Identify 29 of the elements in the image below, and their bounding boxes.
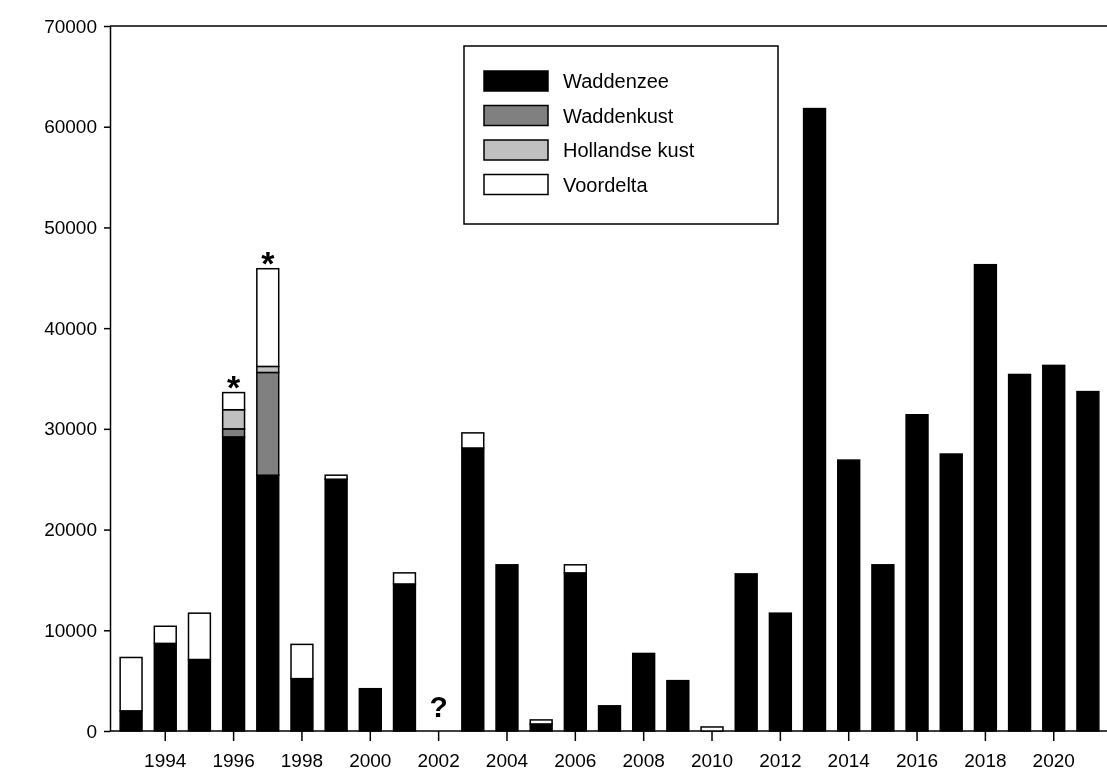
x-tick-label: 2012 xyxy=(759,750,802,771)
x-tick-label: 2002 xyxy=(417,750,460,771)
annotation: * xyxy=(261,243,276,282)
y-tick-label: 20000 xyxy=(44,519,97,541)
legend-label: Waddenzee xyxy=(563,70,669,92)
legend-label: Waddenkust xyxy=(563,104,674,127)
annotation: ? xyxy=(429,690,448,723)
x-tick-label: 1998 xyxy=(280,750,324,771)
y-tick-label: 50000 xyxy=(44,217,97,239)
y-tick-label: 40000 xyxy=(44,317,97,339)
y-tick-label: 60000 xyxy=(44,116,97,138)
x-tick-label: 2000 xyxy=(349,750,392,771)
x-tick-label: 1994 xyxy=(144,750,187,771)
x-tick-label: 2010 xyxy=(690,750,734,771)
x-tick-label: 1996 xyxy=(212,750,255,771)
y-tick-label: 10000 xyxy=(44,619,97,641)
x-tick-label: 2018 xyxy=(964,750,1007,771)
x-tick-label: 2016 xyxy=(895,750,939,771)
x-tick-label: 2004 xyxy=(485,750,529,771)
x-tick-label: 2006 xyxy=(554,750,597,771)
legend-label: Voordelta xyxy=(563,173,649,196)
x-tick-label: 2008 xyxy=(622,750,665,771)
y-tick-label: 0 xyxy=(86,720,97,742)
y-tick-label: 70000 xyxy=(44,15,97,37)
annotation: * xyxy=(226,367,241,406)
legend-label: Hollandse kust xyxy=(563,139,695,161)
x-tick-label: 2020 xyxy=(1032,750,1075,771)
y-tick-label: 30000 xyxy=(44,418,97,440)
x-tick-label: 2014 xyxy=(827,750,871,771)
